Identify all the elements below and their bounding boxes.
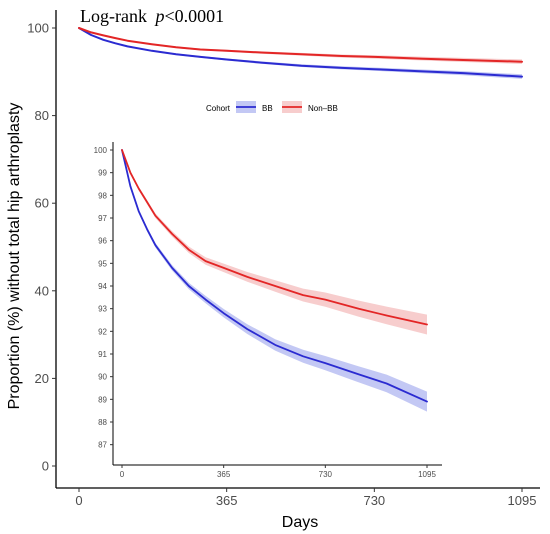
main-y-tick-label: 60 xyxy=(35,196,49,211)
inset-line-non-bb xyxy=(121,149,428,326)
legend: Cohort BB Non–BB xyxy=(206,101,338,113)
inset-y-tick-label: 89 xyxy=(98,395,107,404)
main-y-tick-label: 100 xyxy=(27,21,49,36)
inset-x-tick-label: 730 xyxy=(319,470,333,479)
inset-y-tick-label: 96 xyxy=(98,237,107,246)
inset-x-tick-label: 1095 xyxy=(418,470,436,479)
main-band-non-bb xyxy=(79,27,522,64)
inset-y-tick-label: 99 xyxy=(98,169,107,178)
main-x-tick-label: 365 xyxy=(216,493,238,508)
main-y-tick-label: 0 xyxy=(42,459,49,474)
main-ticks: 0 365 730 1095 0 20 40 60 80 100 xyxy=(27,21,536,509)
main-series-lines xyxy=(78,27,523,78)
annotation-p: p xyxy=(153,6,164,26)
inset-ticks: 0 365 730 1095 87 88 89 90 91 92 93 94 95 96 97 98 99 100 xyxy=(94,146,437,479)
inset-y-tick-label: 94 xyxy=(98,282,107,291)
inset-y-tick-label: 97 xyxy=(98,214,107,223)
main-line-non-bb xyxy=(78,27,523,63)
main-x-tick-label: 730 xyxy=(363,493,385,508)
inset-line-bb xyxy=(121,149,428,403)
log-rank-annotation: Log-rank p<0.0001 xyxy=(80,6,224,26)
inset-y-tick-label: 93 xyxy=(98,305,107,314)
inset-y-tick-label: 91 xyxy=(98,350,107,359)
inset-band-non-bb xyxy=(122,148,427,335)
main-y-tick-label: 80 xyxy=(35,108,49,123)
legend-label-bb: BB xyxy=(262,104,273,113)
inset-y-tick-label: 87 xyxy=(98,441,107,450)
main-x-tick-label: 0 xyxy=(75,493,82,508)
inset-background xyxy=(110,140,446,466)
inset-y-tick-label: 92 xyxy=(98,327,107,336)
legend-title: Cohort xyxy=(206,104,231,113)
x-axis-title: Days xyxy=(282,514,318,531)
inset-y-tick-label: 95 xyxy=(98,259,107,268)
inset-x-tick-label: 0 xyxy=(120,470,125,479)
main-x-tick-label: 1095 xyxy=(508,493,537,508)
main-y-tick-label: 20 xyxy=(35,371,49,386)
inset-y-tick-label: 90 xyxy=(98,373,107,382)
annotation-label: Log-rank xyxy=(80,6,147,26)
inset-y-tick-label: 98 xyxy=(98,191,107,200)
main-chart: 0 365 730 1095 0 20 40 60 80 100 Days Proportion … xyxy=(6,6,540,531)
inset-chart: 0 365 730 1095 87 88 89 90 91 92 93 94 95 96 97 98 99 100 xyxy=(94,140,446,479)
main-y-tick-label: 40 xyxy=(35,283,49,298)
inset-y-tick-label: 100 xyxy=(94,146,108,155)
y-axis-title: Proportion (%) without total hip arthrop… xyxy=(6,103,23,410)
legend-label-nonbb: Non–BB xyxy=(308,104,338,113)
inset-y-tick-label: 88 xyxy=(98,418,107,427)
main-line-bb xyxy=(78,27,523,78)
annotation-value: <0.0001 xyxy=(164,6,224,26)
inset-series-lines xyxy=(121,149,428,403)
inset-x-tick-label: 365 xyxy=(217,470,231,479)
